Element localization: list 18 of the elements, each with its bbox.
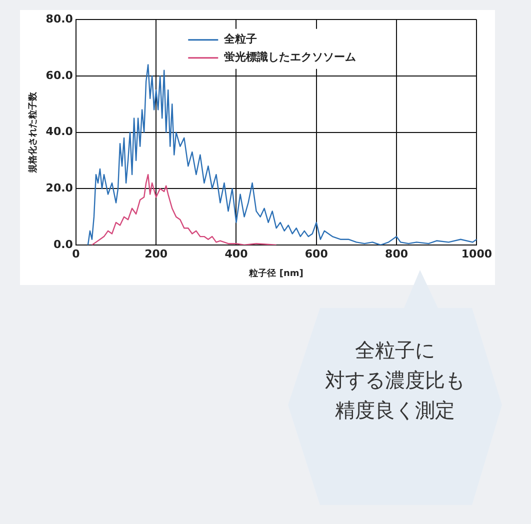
x-tick-label: 800 bbox=[385, 247, 408, 260]
x-axis-title: 粒子径 [nm] bbox=[248, 268, 304, 279]
legend-label: 全粒子 bbox=[223, 32, 258, 46]
x-tick-label: 0 bbox=[72, 247, 80, 260]
legend-label: 蛍光標識したエクソソーム bbox=[224, 50, 356, 64]
y-axis-title: 規格化された粒子数 bbox=[28, 90, 39, 174]
text: 対する濃度比も bbox=[325, 368, 465, 392]
text: 全粒子に bbox=[355, 338, 435, 362]
x-tick-label: 1000 bbox=[461, 247, 492, 260]
y-tick-label: 20.0 bbox=[46, 182, 74, 195]
x-tick-label: 200 bbox=[144, 247, 168, 260]
y-tick-label: 0.0 bbox=[53, 238, 74, 251]
x-tick-label: 400 bbox=[224, 247, 248, 260]
y-tick-label: 40.0 bbox=[46, 125, 74, 138]
text: 精度良く測定 bbox=[335, 398, 455, 422]
x-tick-label: 600 bbox=[304, 247, 328, 260]
y-tick-label: 80.0 bbox=[46, 12, 74, 26]
y-tick-label: 60.0 bbox=[46, 68, 74, 82]
